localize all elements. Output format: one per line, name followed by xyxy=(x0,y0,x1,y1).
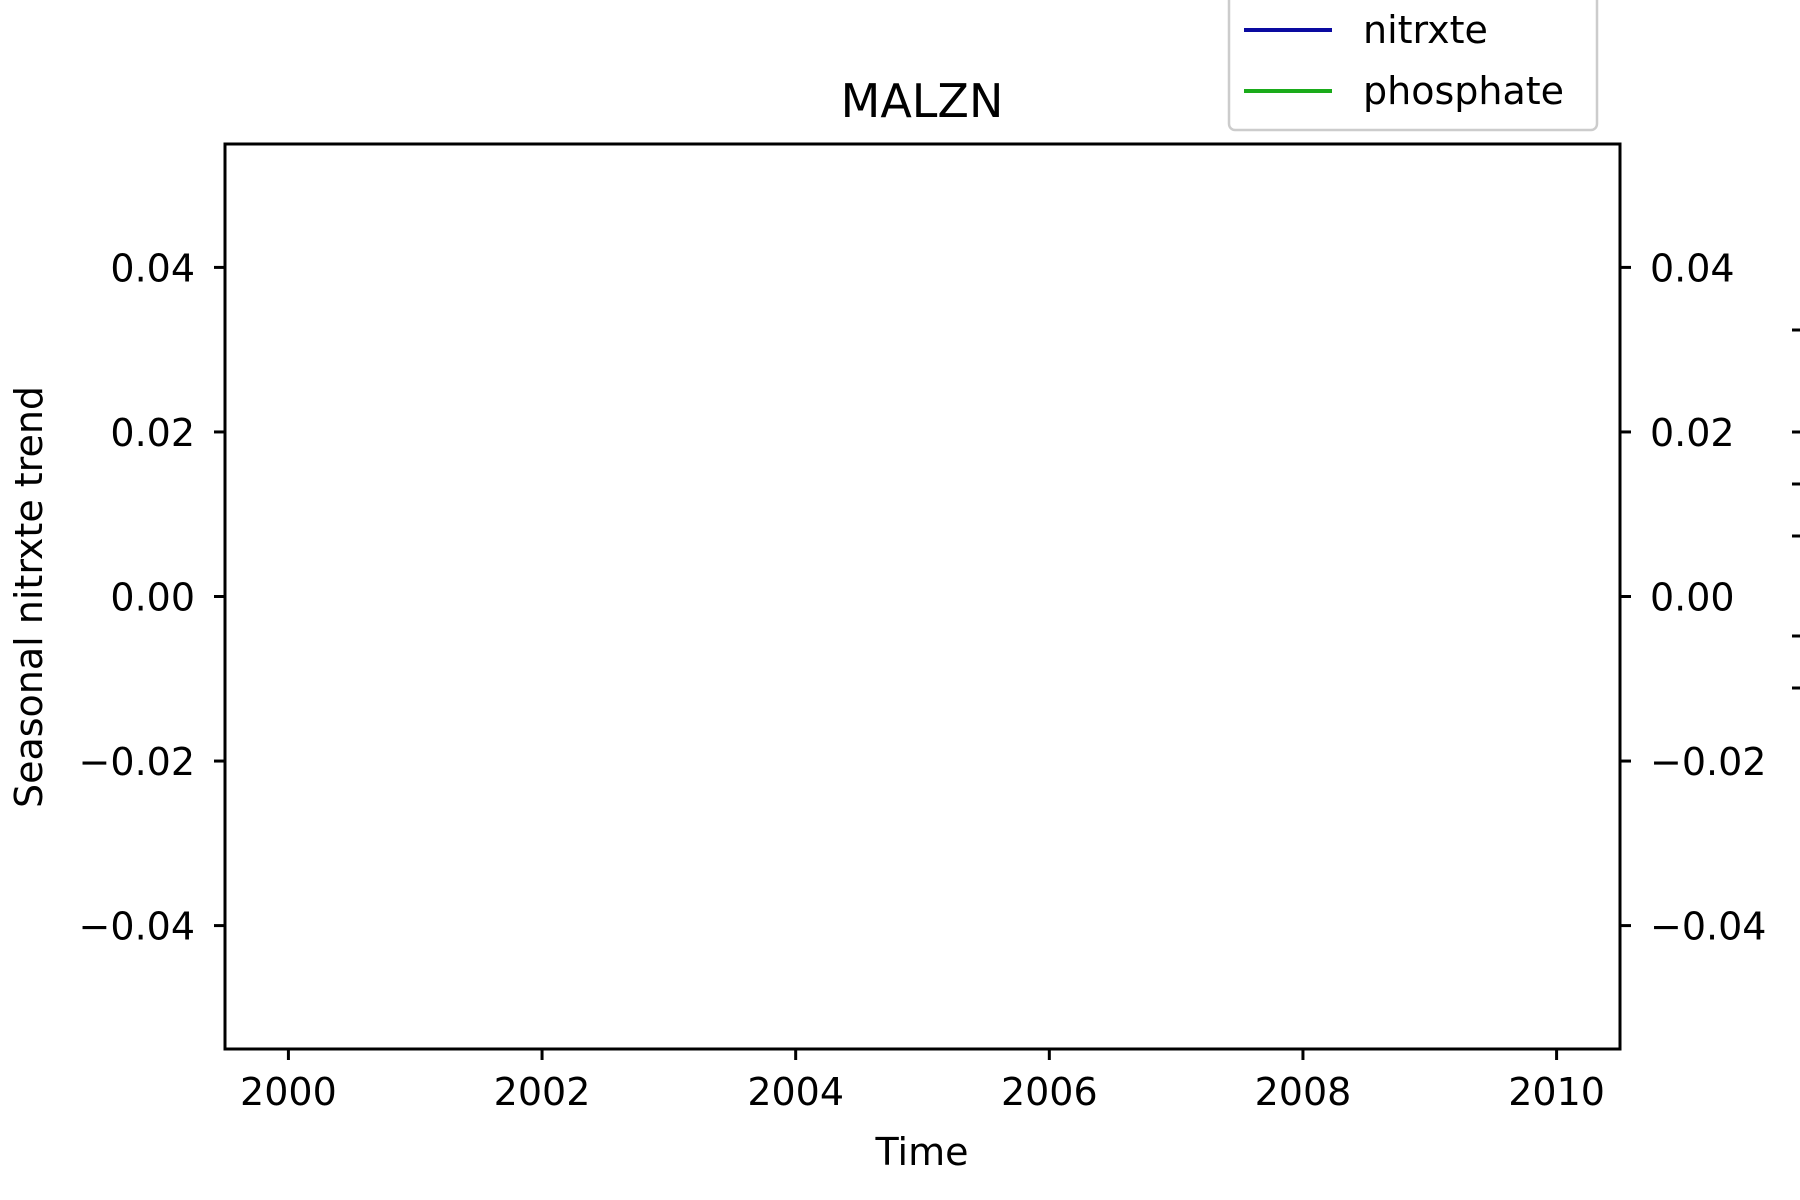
y-axis-right: 0.04 0.02 0.00 −0.02 −0.04 xyxy=(1620,246,1766,949)
legend-label-phosphate: phosphate xyxy=(1363,69,1564,113)
x-axis: 2000 2002 2004 2006 2008 2010 xyxy=(240,1049,1605,1114)
chart-title: MALZN xyxy=(841,74,1004,128)
x-axis-label: Time xyxy=(875,1130,969,1174)
y-tick-label-right: 0.00 xyxy=(1650,576,1735,620)
legend-box xyxy=(1227,0,1599,132)
legend-label-nitrxte: nitrxte xyxy=(1363,8,1488,52)
y-tick-label-left: 0.04 xyxy=(110,246,195,290)
x-tick-label: 2008 xyxy=(1255,1070,1352,1114)
y-tick-label-left: 0.02 xyxy=(110,411,195,455)
secondary-axis-remnant xyxy=(1792,328,1800,690)
x-tick-label: 2004 xyxy=(747,1070,844,1114)
y-tick-label-left: 0.00 xyxy=(110,576,195,620)
y-tick-label-right: 0.04 xyxy=(1650,246,1735,290)
x-tick-label: 2002 xyxy=(494,1070,591,1114)
y-tick-label-left: −0.04 xyxy=(79,905,195,949)
x-tick-label: 2010 xyxy=(1508,1070,1605,1114)
x-tick-label: 2000 xyxy=(240,1070,337,1114)
y-axis-label: Seasonal nitrxte trend xyxy=(7,386,51,808)
y-tick-label-right: 0.02 xyxy=(1650,411,1735,455)
y-axis-left: 0.04 0.02 0.00 −0.02 −0.04 xyxy=(79,246,225,949)
legend: nitrxte phosphate xyxy=(1227,0,1599,132)
plot-area xyxy=(223,142,1622,1051)
x-tick-label: 2006 xyxy=(1001,1070,1098,1114)
y-tick-label-right: −0.04 xyxy=(1650,905,1766,949)
y-tick-label-right: −0.02 xyxy=(1650,740,1766,784)
y-tick-label-left: −0.02 xyxy=(79,740,195,784)
